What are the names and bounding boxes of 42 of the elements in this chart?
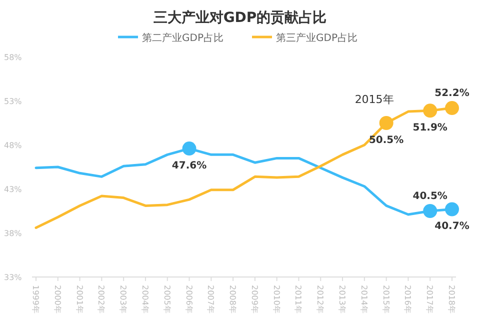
- data-label: 51.9%: [412, 122, 448, 134]
- legend-label: 第二产业GDP占比: [142, 32, 224, 44]
- point: [423, 104, 438, 118]
- x-tick-label: 2011年: [294, 285, 303, 314]
- x-tick-label: 2016年: [403, 285, 412, 314]
- data-label: 52.2%: [434, 88, 470, 100]
- data-label: 40.7%: [434, 221, 470, 232]
- x-tick-label: 2008年: [228, 285, 238, 314]
- x-tick-label: 2009年: [250, 285, 259, 314]
- x-tick-label: 2004年: [140, 285, 150, 314]
- x-tick-label: 2018年: [447, 285, 456, 314]
- y-tick-label: 38%: [4, 229, 22, 238]
- y-tick-label: 48%: [4, 141, 22, 150]
- x-tick-label: 2005年: [162, 285, 172, 314]
- point: [445, 101, 459, 116]
- x-tick-label: 2003年: [118, 285, 128, 314]
- data-label: 40.5%: [412, 191, 448, 202]
- x-tick-label: 1999年: [31, 285, 40, 314]
- x-tick-label: 2007年: [206, 285, 216, 314]
- data-label: 50.5%: [368, 135, 404, 146]
- chart-title: 三大产业对GDP的贡献占比: [153, 9, 327, 26]
- y-tick-label: 33%: [4, 273, 22, 282]
- x-tick-label: 2010年: [272, 285, 281, 314]
- y-tick-label: 43%: [4, 185, 22, 194]
- x-tick-label: 2002年: [96, 285, 106, 314]
- point: [182, 142, 196, 156]
- point: [423, 204, 438, 218]
- x-tick-label: 2001年: [74, 285, 84, 314]
- annotation: 2015年: [354, 93, 394, 106]
- x-tick-label: 2017年: [425, 285, 434, 314]
- x-tick-label: 2013年: [338, 285, 347, 314]
- y-tick-label: 53%: [4, 97, 22, 106]
- x-tick-label: 2012年: [316, 285, 325, 314]
- data-label: 47.6%: [172, 160, 207, 172]
- legend-label: 第三产业GDP占比: [276, 32, 358, 44]
- x-tick-label: 2014年: [359, 285, 368, 314]
- x-tick-label: 2000年: [52, 285, 62, 314]
- point: [445, 202, 459, 216]
- point: [379, 116, 394, 130]
- x-tick-label: 2006年: [184, 285, 194, 314]
- x-tick-label: 2015年: [381, 285, 390, 314]
- y-tick-label: 58%: [4, 53, 22, 62]
